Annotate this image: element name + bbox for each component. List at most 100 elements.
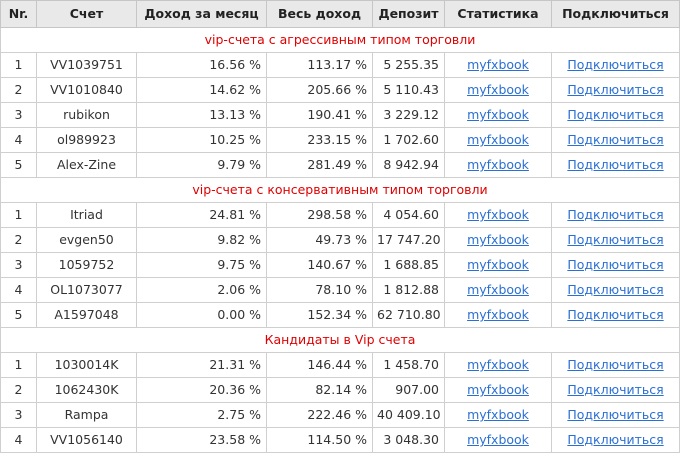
connect-link[interactable]: Подключиться xyxy=(567,232,664,247)
table-row: 3 rubikon 13.13 % 190.41 % 3 229.12 myfxbook П… xyxy=(0,102,680,128)
myfxbook-link[interactable]: myfxbook xyxy=(467,282,529,297)
row-number: 3 xyxy=(0,102,37,128)
connect-link[interactable]: Подключиться xyxy=(567,307,664,322)
myfxbook-link[interactable]: myfxbook xyxy=(467,232,529,247)
deposit-amount: 40 409.10 xyxy=(372,402,445,428)
connect-link-cell: Подключиться xyxy=(551,152,680,178)
connect-link-cell: Подключиться xyxy=(551,52,680,78)
deposit-amount: 17 747.20 xyxy=(372,227,445,253)
myfxbook-link-cell: myfxbook xyxy=(444,152,552,178)
table-row: 2 VV1010840 14.62 % 205.66 % 5 110.43 myfxboo… xyxy=(0,77,680,103)
account-name: 1059752 xyxy=(36,252,137,278)
deposit-amount: 1 688.85 xyxy=(372,252,445,278)
myfxbook-link[interactable]: myfxbook xyxy=(467,57,529,72)
row-number: 3 xyxy=(0,402,37,428)
myfxbook-link[interactable]: myfxbook xyxy=(467,432,529,447)
connect-link[interactable]: Подключиться xyxy=(567,82,664,97)
row-number: 4 xyxy=(0,127,37,153)
myfxbook-link-cell: myfxbook xyxy=(444,77,552,103)
myfxbook-link-cell: myfxbook xyxy=(444,302,552,328)
connect-link-cell: Подключиться xyxy=(551,127,680,153)
total-income: 146.44 % xyxy=(266,352,373,378)
total-income: 152.34 % xyxy=(266,302,373,328)
section-title: Кандидаты в Vip счета xyxy=(0,327,680,353)
myfxbook-link-cell: myfxbook xyxy=(444,202,552,228)
column-header-nr: Nr. xyxy=(0,0,37,28)
monthly-income: 13.13 % xyxy=(136,102,267,128)
connect-link[interactable]: Подключиться xyxy=(567,57,664,72)
myfxbook-link-cell: myfxbook xyxy=(444,377,552,403)
connect-link[interactable]: Подключиться xyxy=(567,257,664,272)
connect-link-cell: Подключиться xyxy=(551,102,680,128)
deposit-amount: 5 255.35 xyxy=(372,52,445,78)
monthly-income: 20.36 % xyxy=(136,377,267,403)
connect-link-cell: Подключиться xyxy=(551,302,680,328)
account-name: 1062430K xyxy=(36,377,137,403)
connect-link[interactable]: Подключиться xyxy=(567,132,664,147)
table-row: 1 1030014K 21.31 % 146.44 % 1 458.70 myfxbook… xyxy=(0,352,680,378)
table-row: 5 A1597048 0.00 % 152.34 % 62 710.80 myfxbook… xyxy=(0,302,680,328)
account-name: evgen50 xyxy=(36,227,137,253)
myfxbook-link-cell: myfxbook xyxy=(444,277,552,303)
column-header-total-income: Весь доход xyxy=(266,0,373,28)
myfxbook-link[interactable]: myfxbook xyxy=(467,382,529,397)
connect-link[interactable]: Подключиться xyxy=(567,407,664,422)
row-number: 1 xyxy=(0,52,37,78)
myfxbook-link-cell: myfxbook xyxy=(444,127,552,153)
row-number: 5 xyxy=(0,152,37,178)
myfxbook-link[interactable]: myfxbook xyxy=(467,307,529,322)
monthly-income: 2.75 % xyxy=(136,402,267,428)
myfxbook-link[interactable]: myfxbook xyxy=(467,82,529,97)
myfxbook-link-cell: myfxbook xyxy=(444,227,552,253)
myfxbook-link[interactable]: myfxbook xyxy=(467,107,529,122)
connect-link-cell: Подключиться xyxy=(551,202,680,228)
myfxbook-link-cell: myfxbook xyxy=(444,52,552,78)
myfxbook-link[interactable]: myfxbook xyxy=(467,132,529,147)
table-row: 5 Alex-Zine 9.79 % 281.49 % 8 942.94 myfxbook… xyxy=(0,152,680,178)
table-row: 1 VV1039751 16.56 % 113.17 % 5 255.35 myfxboo… xyxy=(0,52,680,78)
monthly-income: 9.75 % xyxy=(136,252,267,278)
connect-link-cell: Подключиться xyxy=(551,77,680,103)
table-row: 1 Itriad 24.81 % 298.58 % 4 054.60 myfxbook По… xyxy=(0,202,680,228)
column-header-connect: Подключиться xyxy=(551,0,680,28)
connect-link[interactable]: Подключиться xyxy=(567,382,664,397)
deposit-amount: 5 110.43 xyxy=(372,77,445,103)
total-income: 114.50 % xyxy=(266,427,373,453)
monthly-income: 9.82 % xyxy=(136,227,267,253)
connect-link[interactable]: Подключиться xyxy=(567,207,664,222)
table-header-row: Nr. Счет Доход за месяц Весь доход Депоз… xyxy=(0,0,680,28)
row-number: 2 xyxy=(0,77,37,103)
account-name: 1030014K xyxy=(36,352,137,378)
table-row: 4 ol989923 10.25 % 233.15 % 1 702.60 myfxbook… xyxy=(0,127,680,153)
row-number: 5 xyxy=(0,302,37,328)
connect-link[interactable]: Подключиться xyxy=(567,157,664,172)
section-row: Кандидаты в Vip счета xyxy=(0,327,680,353)
deposit-amount: 3 229.12 xyxy=(372,102,445,128)
connect-link-cell: Подключиться xyxy=(551,427,680,453)
deposit-amount: 4 054.60 xyxy=(372,202,445,228)
connect-link[interactable]: Подключиться xyxy=(567,357,664,372)
monthly-income: 10.25 % xyxy=(136,127,267,153)
row-number: 3 xyxy=(0,252,37,278)
column-header-account: Счет xyxy=(36,0,137,28)
table-row: 2 1062430K 20.36 % 82.14 % 907.00 myfxbook Под… xyxy=(0,377,680,403)
deposit-amount: 1 458.70 xyxy=(372,352,445,378)
table-row: 4 OL1073077 2.06 % 78.10 % 1 812.88 myfxbook П… xyxy=(0,277,680,303)
myfxbook-link[interactable]: myfxbook xyxy=(467,357,529,372)
connect-link[interactable]: Подключиться xyxy=(567,282,664,297)
account-name: rubikon xyxy=(36,102,137,128)
connect-link[interactable]: Подключиться xyxy=(567,432,664,447)
monthly-income: 24.81 % xyxy=(136,202,267,228)
connect-link[interactable]: Подключиться xyxy=(567,107,664,122)
myfxbook-link-cell: myfxbook xyxy=(444,402,552,428)
row-number: 2 xyxy=(0,377,37,403)
myfxbook-link[interactable]: myfxbook xyxy=(467,407,529,422)
myfxbook-link[interactable]: myfxbook xyxy=(467,157,529,172)
myfxbook-link[interactable]: myfxbook xyxy=(467,257,529,272)
deposit-amount: 3 048.30 xyxy=(372,427,445,453)
myfxbook-link-cell: myfxbook xyxy=(444,427,552,453)
section-title: vip-счета с агрессивным типом торговли xyxy=(0,27,680,53)
section-row: vip-счета с агрессивным типом торговли xyxy=(0,27,680,53)
total-income: 222.46 % xyxy=(266,402,373,428)
myfxbook-link[interactable]: myfxbook xyxy=(467,207,529,222)
